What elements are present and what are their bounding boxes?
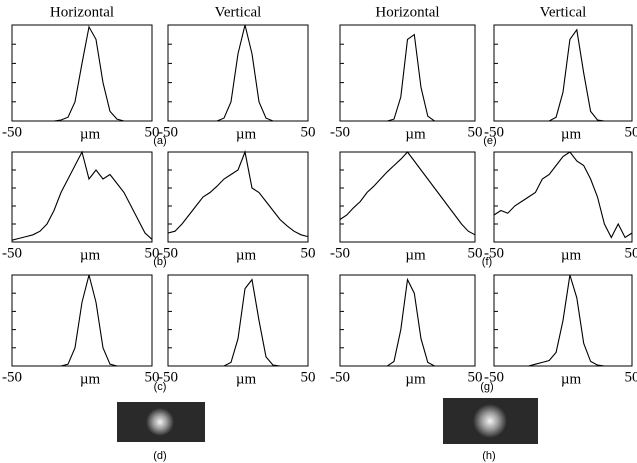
panel-label: (h): [482, 450, 495, 462]
x-tick-label: -50: [2, 124, 22, 140]
x-tick-label: 50: [145, 369, 160, 385]
x-axis-label: µm: [236, 247, 257, 263]
panel-label: (a): [153, 135, 166, 147]
x-tick-label: 50: [145, 245, 160, 261]
x-tick-label: 50: [468, 369, 483, 385]
profile-line: [168, 24, 308, 122]
profile-line: [493, 151, 633, 239]
x-tick-label: 50: [625, 245, 637, 261]
x-tick-label: -50: [2, 245, 22, 261]
plot-frame: [11, 24, 153, 122]
profile-line: [340, 277, 475, 367]
x-tick-label: 50: [301, 245, 316, 261]
plot-frame: [167, 151, 309, 243]
beam-spot: [473, 404, 507, 438]
profile-line: [11, 150, 153, 241]
x-tick-label: -50: [484, 369, 504, 385]
panel-label: (d): [153, 450, 166, 462]
plot-frame: [339, 24, 476, 122]
plot-frame: [339, 274, 476, 367]
panel-label: (f): [482, 256, 492, 268]
profile-line: [168, 278, 308, 367]
x-axis-label: µm: [236, 126, 257, 142]
plot-frame: [493, 274, 633, 367]
x-tick-label: 50: [625, 369, 637, 385]
plot-frame: [11, 274, 153, 367]
x-tick-label: -50: [484, 245, 504, 261]
x-tick-label: -50: [330, 369, 350, 385]
x-tick-label: 50: [301, 369, 316, 385]
profile-line: [339, 151, 476, 236]
plot-frame: [167, 24, 309, 122]
panel-label: (c): [154, 381, 167, 393]
column-header: Horizontal: [50, 4, 114, 20]
plot-frame: [11, 151, 153, 243]
column-header: Vertical: [215, 4, 262, 20]
x-axis-label: µm: [405, 247, 426, 263]
x-tick-label: 50: [625, 124, 637, 140]
plot-frame: [167, 274, 309, 367]
beam-spot: [146, 408, 174, 436]
profile-line: [12, 25, 152, 122]
x-tick-label: 50: [468, 124, 483, 140]
x-axis-label: µm: [405, 126, 426, 142]
x-tick-label: -50: [158, 124, 178, 140]
column-header: Vertical: [540, 4, 587, 20]
x-tick-label: -50: [484, 124, 504, 140]
x-tick-label: -50: [330, 245, 350, 261]
profile-line: [167, 150, 309, 238]
x-tick-label: -50: [330, 124, 350, 140]
x-axis-label: µm: [80, 126, 101, 142]
plot-frame: [493, 24, 633, 122]
profile-line: [340, 33, 475, 122]
x-axis-label: µm: [561, 371, 582, 387]
panel-label: (e): [483, 135, 496, 147]
x-axis-label: µm: [561, 126, 582, 142]
x-axis-label: µm: [80, 247, 101, 263]
x-tick-label: 50: [301, 124, 316, 140]
x-axis-label: µm: [561, 247, 582, 263]
x-axis-label: µm: [405, 371, 426, 387]
panel-label: (b): [153, 256, 166, 268]
plot-frame: [339, 151, 476, 243]
column-header: Horizontal: [375, 4, 439, 20]
x-tick-label: 50: [468, 245, 483, 261]
x-axis-label: µm: [236, 371, 257, 387]
x-tick-label: 50: [145, 124, 160, 140]
profile-line: [12, 274, 152, 367]
panel-label: (g): [480, 381, 493, 393]
x-tick-label: -50: [2, 369, 22, 385]
x-axis-label: µm: [80, 371, 101, 387]
profile-line: [494, 274, 632, 367]
x-tick-label: -50: [158, 245, 178, 261]
plot-frame: [493, 151, 633, 243]
profile-line: [494, 28, 632, 122]
x-tick-label: -50: [158, 369, 178, 385]
